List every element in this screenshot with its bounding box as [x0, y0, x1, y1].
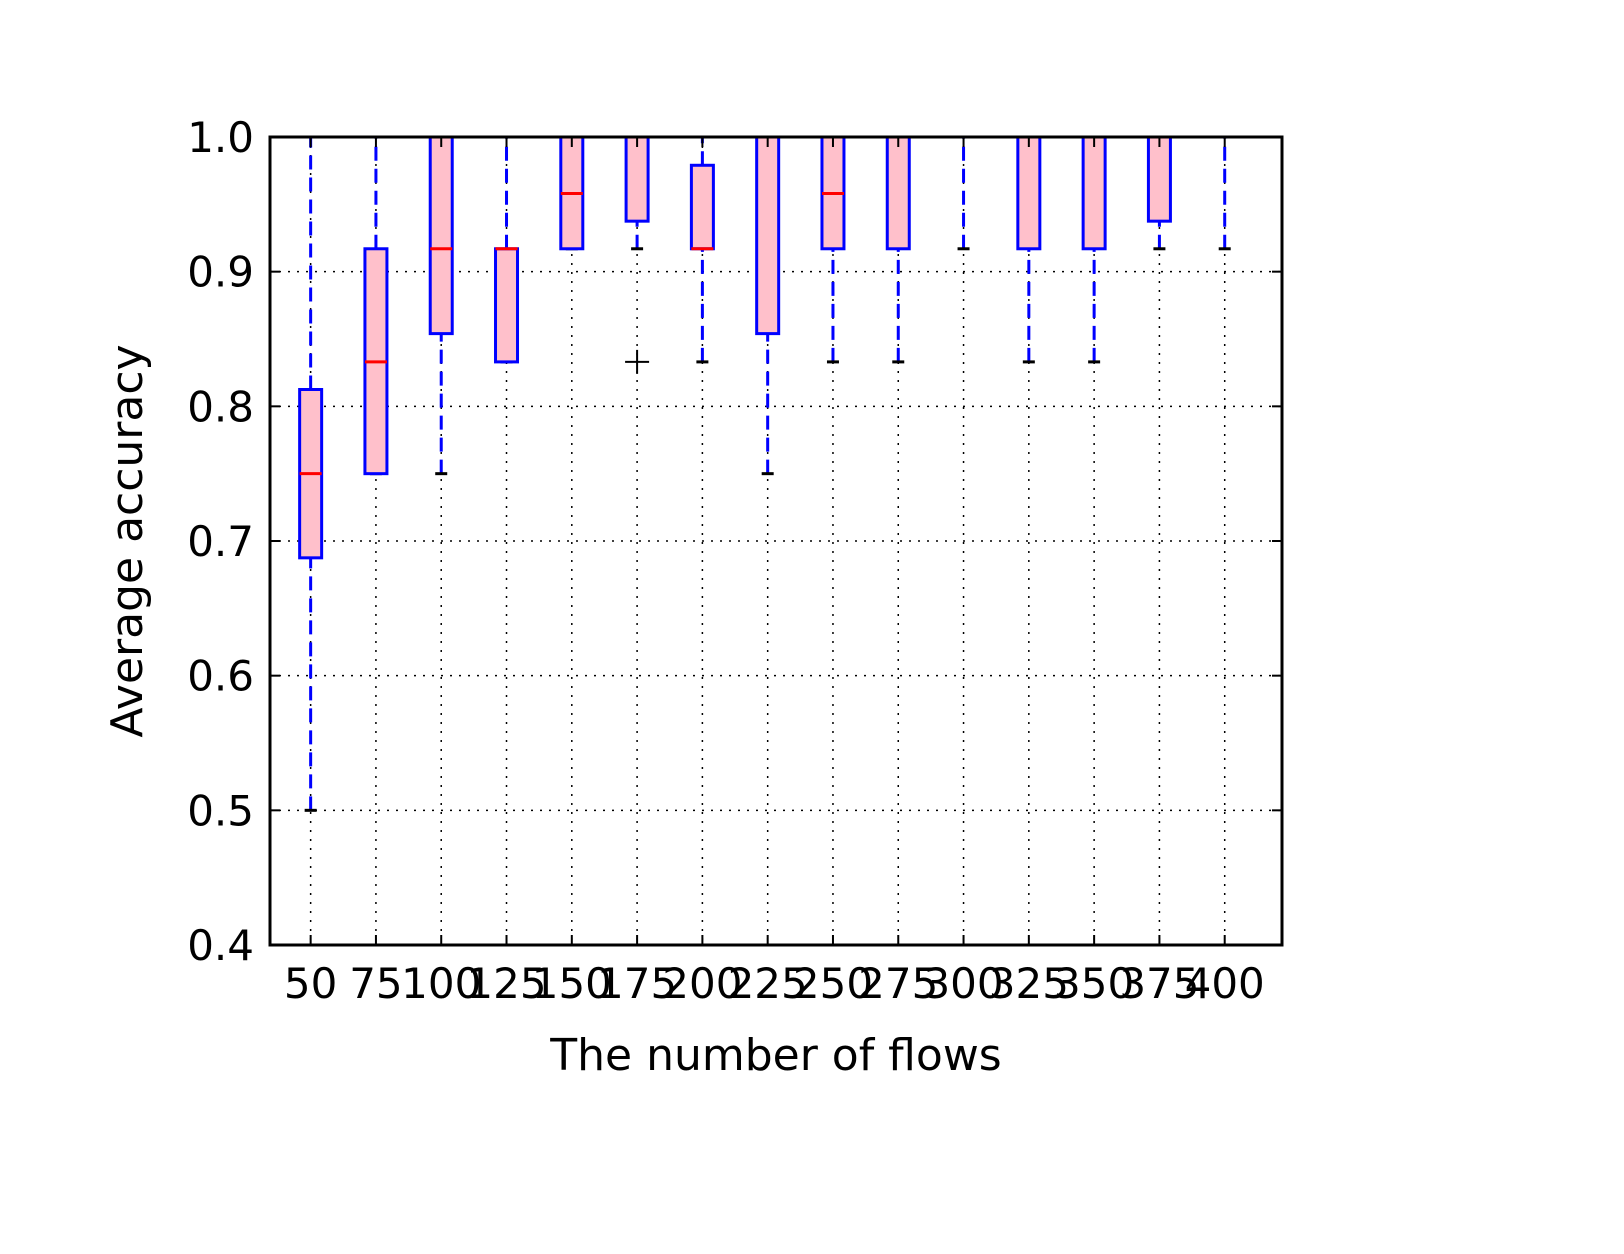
outlier-marker: [625, 349, 650, 374]
box: [1016, 135, 1042, 251]
x-tick-label: 350: [1054, 959, 1134, 1008]
box: [885, 135, 911, 251]
x-axis-label: The number of flows: [549, 1030, 1001, 1081]
y-axis-label: Average accuracy: [102, 344, 153, 737]
box: [1081, 135, 1107, 251]
x-tick-label: 125: [466, 959, 546, 1008]
y-tick-label: 1.0: [187, 113, 254, 162]
y-tick-label: 0.8: [187, 382, 254, 431]
x-tick-label: 300: [923, 959, 1003, 1008]
x-tick-label: 325: [989, 959, 1069, 1008]
box: [494, 247, 520, 364]
x-tick-label: 375: [1119, 959, 1199, 1008]
y-tick-label: 0.4: [187, 921, 254, 970]
x-tick-label: 250: [793, 959, 873, 1008]
x-tick-label: 100: [401, 959, 481, 1008]
x-tick-label: 150: [532, 959, 612, 1008]
box-group-150: [559, 135, 585, 251]
box: [428, 135, 454, 336]
box-group-125: [494, 135, 520, 364]
box-group-225: [755, 135, 781, 476]
x-tick-label: 75: [349, 959, 402, 1008]
x-tick-label: 275: [858, 959, 938, 1008]
box: [624, 135, 650, 223]
x-tick-label: 50: [284, 959, 337, 1008]
box-group-50: [298, 135, 324, 812]
x-tick-label: 400: [1185, 959, 1265, 1008]
axis-ticks: 0.4 0.5 0.6 0.7 0.8 0.9 1.0 50 75100125150175200…: [187, 113, 1282, 1008]
x-tick-label: 225: [728, 959, 808, 1008]
y-tick-label: 0.6: [187, 652, 254, 701]
y-tick-label: 0.5: [187, 786, 254, 835]
y-tick-label: 0.9: [187, 248, 254, 297]
x-tick-label: 175: [597, 959, 677, 1008]
box: [755, 135, 781, 336]
y-tick-label: 0.7: [187, 517, 254, 566]
box: [689, 163, 715, 251]
box: [1146, 135, 1172, 223]
x-tick-label: 200: [662, 959, 742, 1008]
boxes: [298, 135, 1231, 812]
